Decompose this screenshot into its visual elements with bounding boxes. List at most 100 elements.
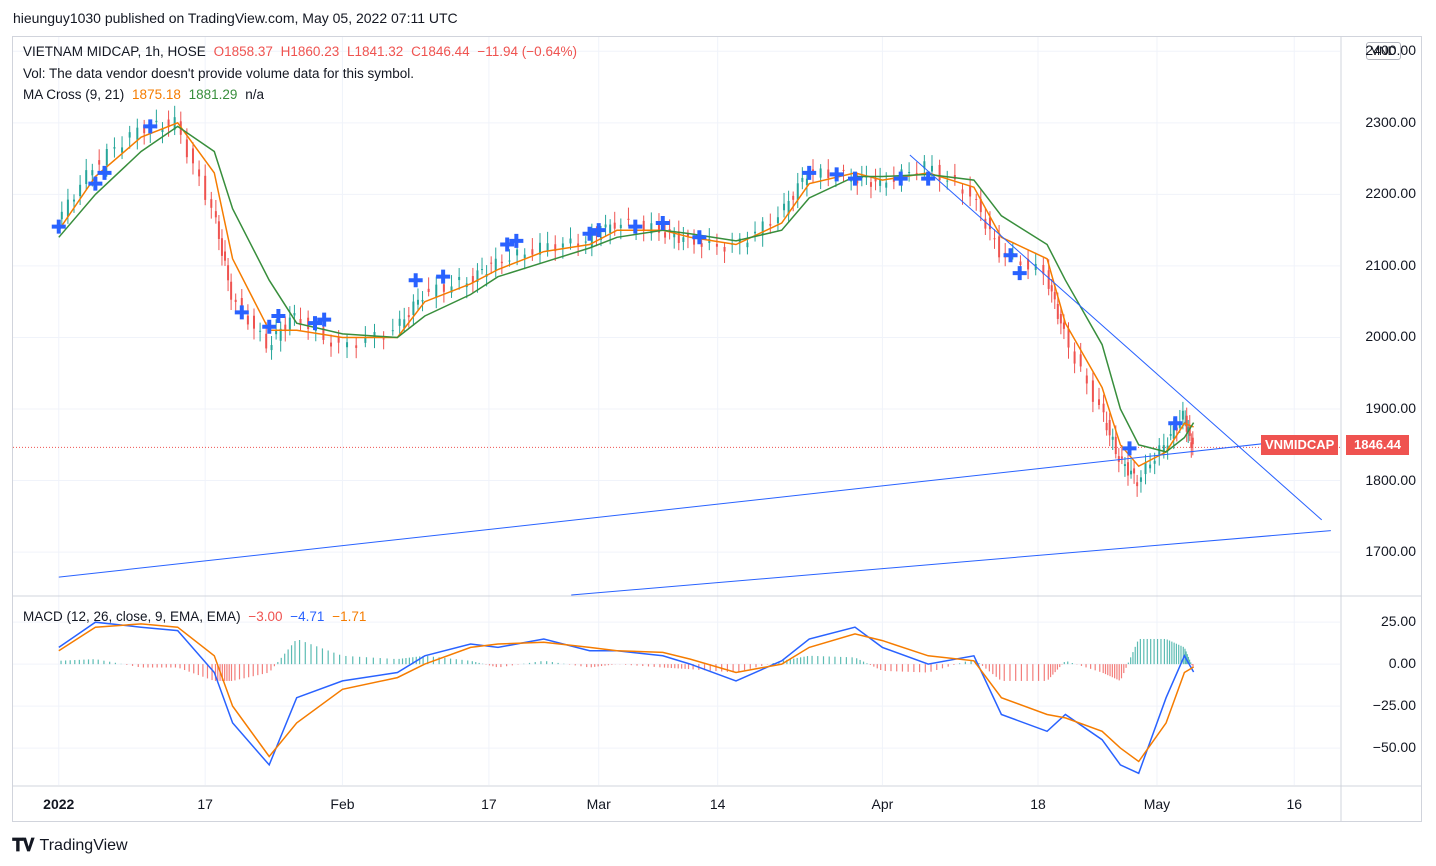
candle-body [450,286,453,293]
candle-body [494,258,497,272]
candle-body [1133,468,1136,474]
ma-cross-legend: MA Cross (9, 21) 1875.18 1881.29 n/a [23,87,268,102]
candle-body [198,169,201,177]
candle-body [427,288,430,293]
footer: 𝐓𝐕 TradingView [12,835,128,856]
candle-body [1053,292,1056,300]
candle-body [220,238,223,256]
candle-body [1149,464,1152,469]
candle-body [1019,261,1022,266]
candle-body [1188,426,1191,436]
candle-body [642,220,645,230]
ma-cross-marker-icon [262,319,277,334]
candle-body [604,224,607,228]
candle-body [275,330,278,335]
ma-cross-marker-icon [143,119,158,134]
candle-body [1123,464,1126,467]
candle-body [1117,456,1120,462]
candle-body [783,203,786,211]
ma-cross-marker-icon [500,237,515,252]
candle-body [1130,470,1133,475]
candle-body [819,168,822,178]
candle-body [481,269,484,271]
candle-body [523,254,526,259]
candle-body [279,328,282,341]
candle-body [217,221,220,239]
ma-cross-marker-icon [1168,416,1183,431]
open-value: O1858.37 [213,44,273,59]
candle-body [1126,462,1129,476]
candle-body [664,232,667,238]
candle-body [143,125,146,134]
candle-body [252,315,255,329]
candle-body [476,270,479,282]
ma-cross-marker-icon [308,316,323,331]
candle-body [1144,462,1147,475]
candle-body [969,185,972,197]
candle-body [136,127,139,140]
candle-body [185,139,188,158]
candle-body [490,262,493,264]
currency-badge[interactable]: VND [1366,42,1402,60]
candle-body [979,198,982,213]
candle-body [227,265,230,281]
candle-body [66,199,69,217]
candle-body [538,242,541,255]
candle-body [677,231,680,243]
price-axis-label: 2400.00 [1365,42,1416,59]
candle-body [879,178,882,186]
symbol-name: VIETNAM MIDCAP, 1h, HOSE [23,44,206,59]
candle-body [98,160,101,165]
candle-body [1108,419,1111,436]
candle-body [471,276,474,283]
candle-body [1190,442,1193,448]
tradingview-logo-icon: 𝐓𝐕 [12,835,35,855]
candle-body [657,223,660,233]
candle-body [590,232,593,247]
ma-cross-marker-icon [234,305,249,320]
candle-body [230,281,233,300]
ma-cross-marker-icon [1003,248,1018,263]
macd-axis-label: 25.00 [1380,613,1416,630]
candle-body [1191,437,1194,445]
candle-body [700,243,703,247]
candle-body [787,200,790,215]
candle-body [746,242,749,248]
price-axis-label: 2200.00 [1365,185,1416,202]
price-axis-label: 2300.00 [1365,113,1416,130]
candle-body [1136,482,1139,487]
candle-body [613,222,616,229]
candle-body [1059,313,1062,324]
ma-cross-marker-icon [628,219,643,234]
macd-axis-label: −25.00 [1372,697,1416,714]
candle-body [776,217,779,224]
candle-body [984,218,987,229]
last-price-tag: 1846.44 [1346,435,1409,455]
ma-cross-label: MA Cross (9, 21) [23,87,125,102]
candle-body [79,184,82,197]
candle-body [1172,425,1175,439]
candle-body [650,223,653,234]
price-axis-label: 2000.00 [1365,328,1416,345]
price-axis-label: 2100.00 [1365,256,1416,273]
trendline [571,530,1331,596]
candle-body [191,148,194,164]
candle-body [998,236,1001,258]
ma-cross-marker-icon [408,273,423,288]
candle-body [105,149,108,166]
candle-body [885,182,888,188]
low-value: L1841.32 [346,44,404,59]
time-axis-label: 2022 [43,796,75,812]
candle-body [214,211,217,218]
candle-body [923,161,926,169]
close-value: C1846.44 [411,44,470,59]
candle-body [619,224,622,229]
candle-body [1085,375,1088,384]
candle-body [686,234,689,237]
signal-line [58,623,1194,763]
candle-body [915,172,918,174]
candle-body [416,299,419,305]
time-axis-label: 18 [1030,796,1046,812]
candle-body [330,342,333,347]
